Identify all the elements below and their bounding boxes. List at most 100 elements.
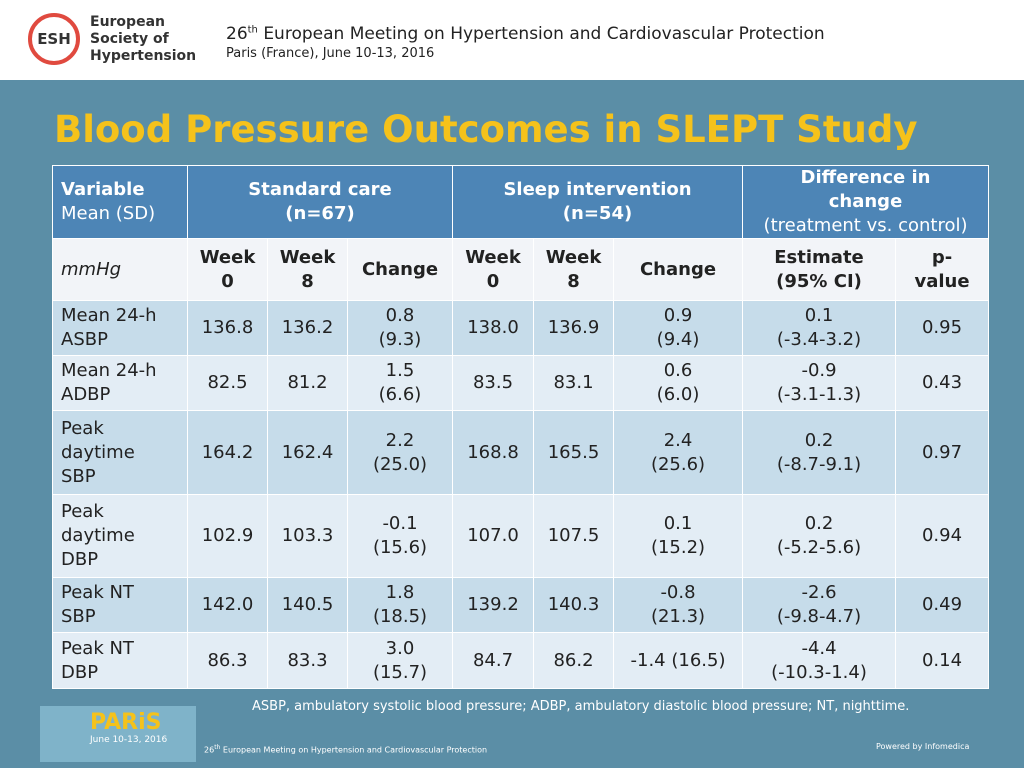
text: Variable [61,179,145,200]
cell: Peak NT SBP [52,577,188,633]
row: mmHg Week 0 Week 8 Change Week 0 Week 8 Change… [52,238,990,301]
cell: -0.8 (21.3) [612,577,744,633]
text: Difference in change [800,167,931,212]
cell: 107.0 [452,494,534,578]
cell: -4.4 (-10.3-1.4) [742,632,897,689]
cell: 0.95 [895,300,990,356]
sup: th [247,24,258,36]
cell: Variable Mean (SD) [52,165,188,239]
cell: 0.6 (6.0) [612,355,744,411]
cell: -0.9 (-3.1-1.3) [742,355,897,411]
cell: Week 0 [187,238,268,301]
text: Mean (SD) [61,203,156,224]
cell: 0.1 (-3.4-3.2) [742,300,897,356]
cell: 83.1 [533,355,614,411]
cell: Peak daytime DBP [52,494,188,578]
cell: 0.14 [895,632,990,689]
cell: 0.49 [895,577,990,633]
cell: 138.0 [452,300,534,356]
logo-line: European [90,14,165,30]
cell: 0.94 [895,494,990,578]
cell: Peak daytime SBP [52,410,188,495]
cell: Sleep intervention (n=54) [451,165,744,239]
cell: Mean 24-h ADBP [52,355,188,411]
cell: 136.8 [187,300,268,356]
cell: 0.43 [895,355,990,411]
cell: 0.8 (9.3) [347,300,453,356]
powered: Powered by Infomedica [876,742,970,751]
title: Blood Pressure Outcomes in SLEPT Study [54,108,918,151]
footnote: ASBP, ambulatory systolic blood pressure… [252,699,910,714]
cell: Estimate (95% CI) [742,238,897,301]
cell: 140.5 [267,577,348,633]
cell: 103.3 [267,494,348,578]
cell: 86.3 [187,632,268,689]
cell: Peak NT DBP [52,632,188,689]
cell: 142.0 [187,577,268,633]
cell: mmHg [52,238,188,301]
cell: 84.7 [452,632,534,689]
num: 26 [226,24,248,44]
cell: 82.5 [187,355,268,411]
logo-line: Hypertension [90,48,197,64]
footer-meeting: 26th European Meeting on Hypertension an… [204,744,487,755]
cell: 162.4 [267,410,348,495]
cell: 2.4 (25.6) [612,410,744,495]
cell: 0.9 (9.4) [612,300,744,356]
cell: Week 8 [267,238,348,301]
sup: th [214,744,221,751]
cell: -1.4 (16.5) [612,632,744,689]
row: Mean 24-h ADBP 82.5 81.2 1.5 (6.6) 83.5 83.1 0… [52,355,990,411]
cell: Week 8 [533,238,614,301]
cell: 0.2 (-5.2-5.6) [742,494,897,578]
cell: 139.2 [452,577,534,633]
location: Paris (France), June 10-13, 2016 [226,46,435,61]
cell: 140.3 [533,577,614,633]
cell: 83.5 [452,355,534,411]
cell: Standard care (n=67) [187,165,453,239]
logo: ESH [28,13,80,65]
cell: Week 0 [452,238,534,301]
cell: 1.5 (6.6) [347,355,453,411]
badge-title: PARiS [90,710,162,735]
cell: 0.97 [895,410,990,495]
cell: 81.2 [267,355,348,411]
cell: p- value [895,238,990,301]
cell: Change [612,238,744,301]
cell: -2.6 (-9.8-4.7) [742,577,897,633]
cell: 164.2 [187,410,268,495]
cell: 102.9 [187,494,268,578]
cell: 3.0 (15.7) [347,632,453,689]
logo-line: Society of [90,31,169,47]
meeting-name: European Meeting on Hypertension and Car… [222,745,488,755]
header-row: Variable Mean (SD) Standard care (n=67) S… [52,165,990,239]
badge: PARiS June 10-13, 2016 [40,706,196,762]
cell: 136.9 [533,300,614,356]
cell: 165.5 [533,410,614,495]
cell: 86.2 [533,632,614,689]
meeting: 26th European Meeting on Hypertension an… [226,24,825,44]
cell: 107.5 [533,494,614,578]
cell: Difference in change (treatment vs. contr… [742,165,990,239]
row: Peak daytime DBP 102.9 103.3 -0.1 (15.6) 107… [52,494,990,578]
cell: 0.1 (15.2) [612,494,744,578]
cell: 0.2 (-8.7-9.1) [742,410,897,495]
logo-text: European Society of Hypertension [90,14,196,65]
cell: 1.8 (18.5) [347,577,453,633]
meeting-name: European Meeting on Hypertension and Car… [263,24,825,44]
row: Mean 24-h ASBP 136.8 136.2 0.8 (9.3) 138.0 13… [52,300,990,356]
cell: 136.2 [267,300,348,356]
header-band: ESH European Society of Hypertension 26th … [0,0,1024,80]
row: Peak daytime SBP 164.2 162.4 2.2 (25.0) 168.… [52,410,990,495]
row: Peak NT SBP 142.0 140.5 1.8 (18.5) 139.2 140.… [52,577,990,633]
cell: Change [347,238,453,301]
cell: 168.8 [452,410,534,495]
cell: 2.2 (25.0) [347,410,453,495]
cell: Mean 24-h ASBP [52,300,188,356]
text: (treatment vs. control) [763,215,968,236]
badge-date: June 10-13, 2016 [90,735,168,745]
table: Variable Mean (SD) Standard care (n=67) S… [52,165,990,689]
cell: -0.1 (15.6) [347,494,453,578]
row: Peak NT DBP 86.3 83.3 3.0 (15.7) 84.7 86.2 -1.… [52,632,990,689]
